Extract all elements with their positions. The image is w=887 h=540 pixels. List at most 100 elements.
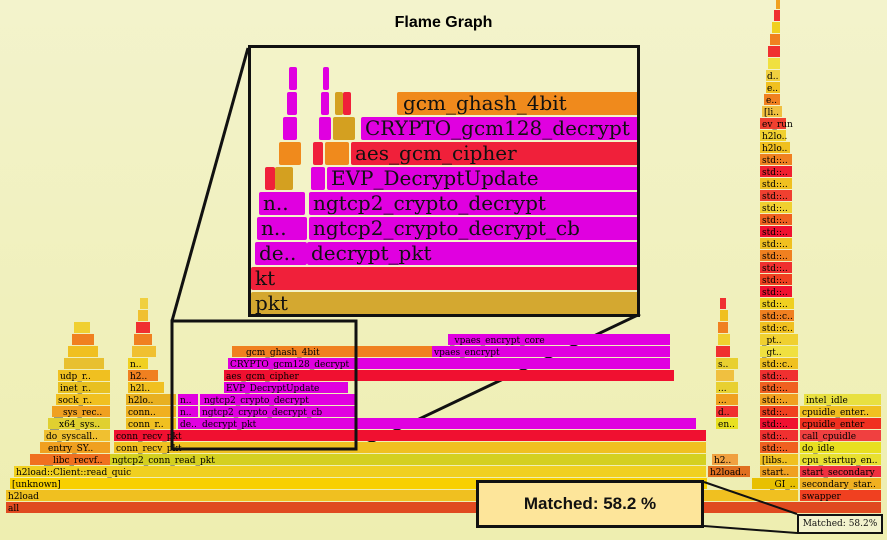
frame-conn-left2[interactable]: conn.. <box>126 406 176 418</box>
frame-h2lo-right[interactable]: h2lo.. <box>760 142 790 154</box>
zoom-frame-ghash-small-1[interactable] <box>287 92 297 115</box>
frame-start-secondary[interactable]: start_secondary <box>800 466 881 478</box>
frame-de[interactable]: de.. <box>178 418 200 430</box>
frame-intel-idle[interactable]: intel_idle <box>804 394 881 406</box>
frame-mid-5[interactable] <box>140 298 148 309</box>
frame-entry-sy[interactable]: entry_SY.. <box>40 442 110 454</box>
frame-vpaes-core[interactable]: _vpaes_encrypt_core <box>448 334 670 346</box>
frame-small-2[interactable] <box>716 346 730 357</box>
frame-std-19[interactable]: std::.. <box>760 166 792 178</box>
zoom-frame-gcm-small-2[interactable] <box>319 117 331 140</box>
frame-small-5[interactable] <box>720 310 728 321</box>
frame-d[interactable]: d.. <box>716 406 738 418</box>
zoom-frame-decrypt-cb[interactable]: ngtcp2_crypto_decrypt_cb <box>309 217 637 240</box>
frame-conn-recv-1[interactable]: conn_recv_pkt <box>114 430 706 442</box>
zoom-frame-evp-small-2[interactable] <box>275 167 293 190</box>
frame-do-syscall[interactable]: do_syscall.. <box>44 430 110 442</box>
frame-gt[interactable]: _gt.. <box>760 346 798 358</box>
frame-all[interactable]: all <box>6 502 881 514</box>
frame-small-3[interactable] <box>718 334 730 345</box>
frame-left-4[interactable] <box>74 322 90 333</box>
frame-en[interactable]: en.. <box>716 418 738 430</box>
frame-conn-recv-left[interactable]: conn_r.. <box>126 418 176 430</box>
frame-cpuidle-enter2[interactable]: cpuidle_enter.. <box>800 406 881 418</box>
zoom-frame-n1[interactable]: n.. <box>259 192 305 215</box>
frame-std-1[interactable]: std::.. <box>760 442 798 454</box>
frame-std-12[interactable]: std::.. <box>760 250 792 262</box>
frame-std-10[interactable]: std::.. <box>760 274 792 286</box>
frame-sys-rec[interactable]: __sys_rec.. <box>52 406 110 418</box>
zoom-frame-pkt[interactable]: pkt <box>251 292 637 314</box>
frame-d-top[interactable]: d.. <box>766 70 780 82</box>
zoom-frame-top-small-1[interactable] <box>289 67 297 90</box>
frame-pt[interactable]: _pt.. <box>760 334 798 346</box>
frame-tower-top-4[interactable] <box>772 22 780 33</box>
zoom-frame-gcm-small-1[interactable] <box>283 117 297 140</box>
frame-gcm-ghash[interactable]: gcm_ghash_4bit <box>232 346 432 358</box>
frame-e[interactable]: e.. <box>764 94 780 106</box>
zoom-frame-aes-gcm[interactable]: aes_gcm_cipher <box>351 142 637 165</box>
frame-std-7[interactable]: std::.. <box>760 370 798 382</box>
frame-dots-2[interactable]: ... <box>716 394 738 406</box>
zoom-frame-crypto-gcm128[interactable]: CRYPTO_gcm128_decrypt <box>361 117 637 140</box>
frame-secondary-star[interactable]: secondary_star.. <box>800 478 881 490</box>
frame-h2lo[interactable]: h2lo.. <box>126 394 176 406</box>
frame-std-2[interactable]: std::.. <box>760 430 798 442</box>
frame-h2load-right[interactable]: h2load.. <box>708 466 750 478</box>
frame-s[interactable]: s.. <box>716 358 738 370</box>
frame-std-13[interactable]: std::.. <box>760 238 792 250</box>
frame-aes-gcm[interactable]: aes_gcm_cipher <box>224 370 674 382</box>
frame-n-left[interactable]: n.. <box>128 358 148 370</box>
zoom-frame-ghash-small-4[interactable] <box>343 92 351 115</box>
zoom-frame-ghash-small-3[interactable] <box>335 92 343 115</box>
frame-h2l[interactable]: h2l.. <box>128 382 164 394</box>
frame-std-3[interactable]: std::.. <box>760 418 798 430</box>
frame-decrypt-cb[interactable]: ngtcp2_crypto_decrypt_cb <box>200 406 356 418</box>
frame-vpaes-encrypt-bar[interactable] <box>350 358 670 369</box>
zoom-frame-crypto-decrypt[interactable]: ngtcp2_crypto_decrypt <box>309 192 637 215</box>
frame-cpuidle-enter[interactable]: cpuidle_enter <box>800 418 881 430</box>
frame-std-17[interactable]: std::.. <box>760 190 792 202</box>
frame-std-14[interactable]: std::.. <box>760 226 792 238</box>
frame-mid-4[interactable] <box>138 310 148 321</box>
frame-h2lo-b[interactable]: h2lo.. <box>760 130 788 142</box>
zoom-frame-evp-update[interactable]: EVP_DecryptUpdate <box>327 167 637 190</box>
frame-n-small-1[interactable]: n.. <box>178 406 198 418</box>
frame-n-small-2[interactable]: n.. <box>178 394 198 406</box>
frame-ev-run[interactable]: ev_run <box>760 118 793 130</box>
zoom-frame-aes-small-3[interactable] <box>325 142 349 165</box>
frame-gi[interactable]: _GI_.. <box>752 478 798 490</box>
frame-std-20[interactable]: std::.. <box>760 154 792 166</box>
frame-conn-read-pkt[interactable]: ngtcp2_conn_read_pkt <box>110 454 706 466</box>
frame-small-1[interactable] <box>716 370 734 381</box>
frame-libc-recvf[interactable]: __libc_recvf.. <box>30 454 110 466</box>
frame-x64-sys[interactable]: __x64_sys.. <box>48 418 110 430</box>
frame-std-4[interactable]: std::.. <box>760 406 798 418</box>
frame-read-quic[interactable]: h2load::Client::read_quic <box>14 466 706 478</box>
frame-std-8[interactable]: std::.. <box>760 298 794 310</box>
frame-mid-1[interactable] <box>132 346 156 357</box>
frame-start[interactable]: start.. <box>760 466 798 478</box>
frame-crypto-decrypt[interactable]: ngtcp2_crypto_decrypt <box>200 394 356 406</box>
zoom-frame-de[interactable]: de.. <box>255 242 307 265</box>
frame-udp-r[interactable]: udp_r.. <box>58 370 110 382</box>
frame-dots-1[interactable]: ... <box>716 382 738 394</box>
frame-inet-r[interactable]: inet_r.. <box>58 382 110 394</box>
frame-std-11[interactable]: std::.. <box>760 262 792 274</box>
frame-tower-top-5[interactable] <box>774 10 780 21</box>
frame-decrypt-pkt[interactable]: decrypt_pkt <box>200 418 696 430</box>
zoom-frame-n2[interactable]: n.. <box>257 217 307 240</box>
frame-tower-top-6[interactable] <box>776 0 780 9</box>
frame-h2-right[interactable]: h2.. <box>712 454 738 466</box>
zoom-frame-evp-small-3[interactable] <box>311 167 325 190</box>
frame-small-6[interactable] <box>720 298 726 309</box>
matched-status[interactable]: Matched: 58.2% <box>797 514 883 534</box>
frame-left-2[interactable] <box>68 346 98 357</box>
frame-tower-top-3[interactable] <box>770 34 780 45</box>
frame-std-9[interactable]: std::.. <box>760 286 792 298</box>
frame-std-c-3[interactable]: std::c.. <box>760 310 794 322</box>
frame-tower-top-1[interactable] <box>768 58 780 69</box>
frame-sock-r[interactable]: sock_r.. <box>56 394 110 406</box>
frame-li[interactable]: [li.. <box>762 106 782 118</box>
frame-conn-recv-2[interactable]: conn_recv_pkt <box>114 442 706 454</box>
